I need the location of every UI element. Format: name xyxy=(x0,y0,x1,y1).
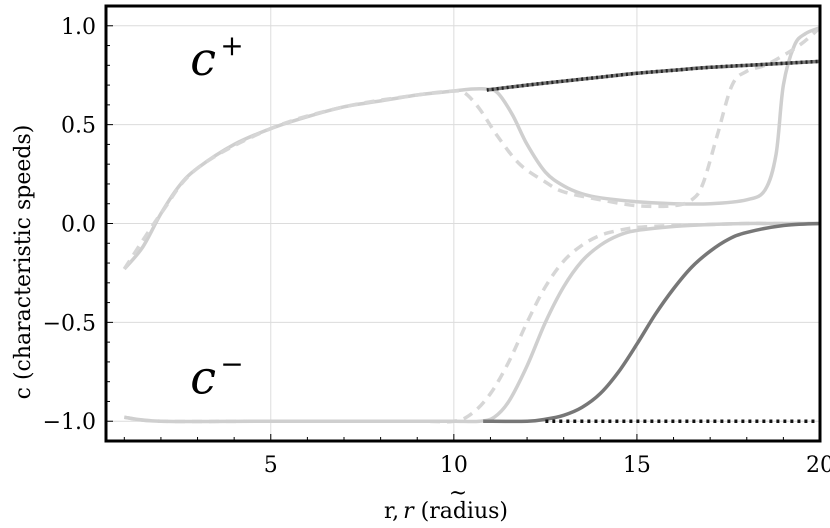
x-axis-title: r, r (radius) xyxy=(384,499,508,524)
c-minus-annotation: c xyxy=(190,351,216,405)
x-axis-title-main: r, xyxy=(384,499,399,524)
series-line-7 xyxy=(483,221,821,424)
y-tick-label: −1.0 xyxy=(43,410,96,435)
x-tick-label: 10 xyxy=(440,453,468,478)
series-line-2 xyxy=(122,26,822,270)
x-axis-title-var: r xyxy=(403,499,415,524)
y-tick-label: 0.0 xyxy=(61,213,96,238)
series-line-3 xyxy=(486,59,821,92)
c-plus-superscript: + xyxy=(220,29,243,62)
y-tick-label: 0.5 xyxy=(61,114,96,139)
annotation-layer: c +c − xyxy=(190,29,243,404)
tick-layer: 5 10 15 20 1.0 0.5 0.0 −0.5 −1.0 xyxy=(43,15,830,478)
x-axis-title-tilde: ~ xyxy=(449,481,467,506)
series-line-1 xyxy=(122,26,821,271)
series-line-6 xyxy=(124,221,820,424)
y-tick-label: −0.5 xyxy=(43,311,96,336)
x-tick-label: 5 xyxy=(264,453,278,478)
c-minus-superscript: − xyxy=(220,348,243,381)
series-line-5 xyxy=(124,221,820,424)
x-tick-label: 20 xyxy=(806,453,830,478)
x-tick-label: 15 xyxy=(623,453,651,478)
x-axis-title-unit: (radius) xyxy=(414,499,508,524)
y-axis-title: c (characteristic speeds) xyxy=(11,125,36,400)
c-plus-annotation: c xyxy=(190,32,216,86)
y-tick-label: 1.0 xyxy=(61,15,96,40)
series-layer xyxy=(122,26,822,424)
